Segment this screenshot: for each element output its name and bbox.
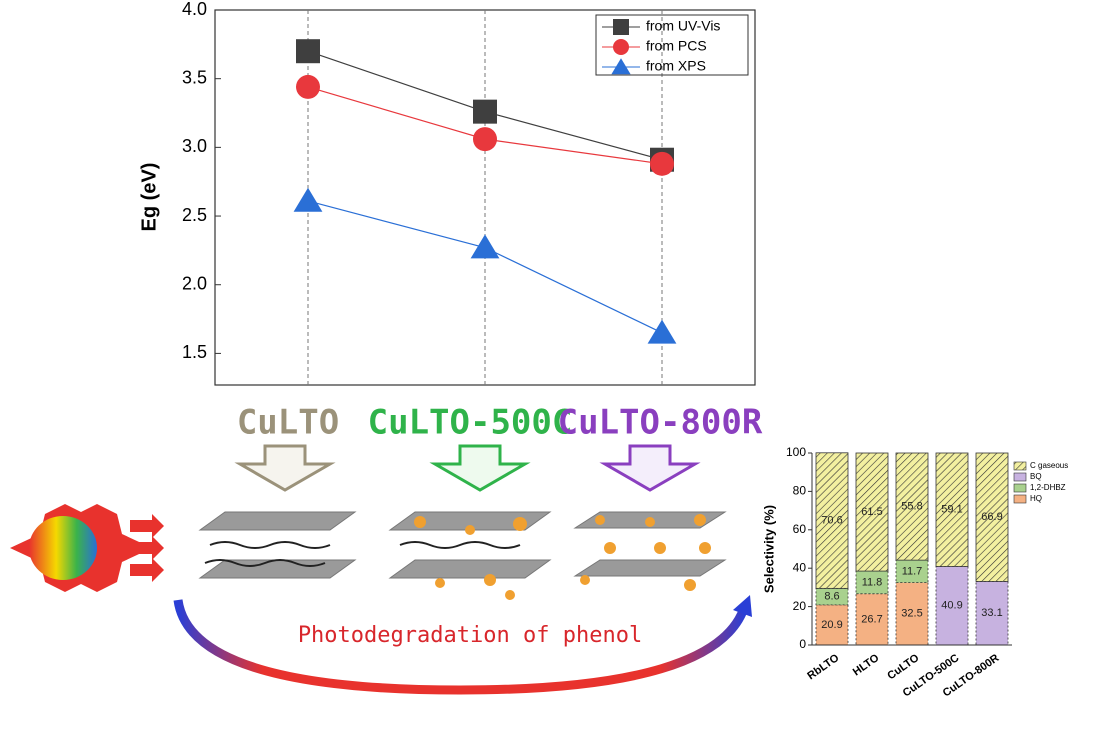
bar-segment <box>935 452 969 567</box>
value-label: 61.5 <box>861 506 882 518</box>
marker <box>613 19 629 35</box>
legend-label: from UV-Vis <box>646 18 720 34</box>
marker <box>296 74 320 99</box>
value-label: 55.8 <box>901 500 922 512</box>
marker <box>470 234 500 259</box>
legend-label: HQ <box>1030 494 1042 503</box>
arrow-head <box>733 595 752 617</box>
marker <box>473 99 497 124</box>
sun <box>29 516 97 580</box>
legend-label: C gaseous <box>1030 461 1068 470</box>
marker <box>647 319 677 344</box>
y-tick-label: 80 <box>793 484 807 498</box>
arrow <box>429 444 531 492</box>
bar-segment <box>895 582 929 646</box>
value-label: 66.9 <box>981 511 1002 523</box>
value-label: 59.1 <box>941 504 962 516</box>
particles <box>414 514 711 600</box>
marker <box>293 187 323 212</box>
value-label: 8.6 <box>824 591 839 603</box>
y-tick-label: 3.5 <box>182 67 207 87</box>
light-arrows <box>130 514 164 582</box>
y-tick-label: 2.5 <box>182 205 207 225</box>
value-label: 32.5 <box>901 608 922 620</box>
layers <box>198 511 727 579</box>
arrow <box>234 444 336 492</box>
value-label: 40.9 <box>941 600 962 612</box>
y-tick-label: 60 <box>793 522 807 536</box>
value-label: 33.1 <box>981 607 1002 619</box>
legend-swatch <box>1013 472 1027 482</box>
chains <box>204 541 521 567</box>
y-tick-label: 3.0 <box>182 136 207 156</box>
y-tick-label: 1.5 <box>182 342 207 362</box>
bar-segment <box>895 452 929 561</box>
legend-swatch <box>1013 461 1027 471</box>
material-label: CuLTO-800R <box>558 403 763 443</box>
bar-segment <box>855 593 889 646</box>
marker <box>611 58 631 75</box>
y-axis-label: Eg (eV) <box>138 163 160 232</box>
arrow <box>599 444 701 492</box>
legend-label: BQ <box>1030 472 1042 481</box>
material-label: CuLTO <box>237 403 339 443</box>
y-tick-label: 20 <box>793 599 807 613</box>
cycle-arrow <box>173 599 750 695</box>
caption: Photodegradation of phenol <box>298 623 642 648</box>
y-axis-label: Selectivity (%) <box>761 505 776 593</box>
value-label: 20.9 <box>821 619 842 631</box>
legend-swatch <box>1013 494 1027 504</box>
bar-segment <box>975 452 1009 582</box>
legend-box <box>595 14 749 76</box>
bar-segment <box>815 604 849 646</box>
value-label: 11.8 <box>862 576 883 588</box>
value-label: 11.7 <box>902 565 923 577</box>
marker <box>473 127 497 152</box>
x-tick-label: RbLTO <box>805 652 841 683</box>
diagram: CuLTO CuLTO-500C CuLTO-800R Photodegrada… <box>10 403 763 695</box>
y-tick-label: 40 <box>793 560 807 574</box>
value-label: 26.7 <box>861 613 882 625</box>
bar-segment <box>855 452 889 572</box>
y-tick-label: 4.0 <box>182 0 207 19</box>
value-label: 70.6 <box>821 514 842 526</box>
x-tick-label: HLTO <box>851 652 882 679</box>
bar-segment <box>815 452 849 589</box>
legend-swatch <box>1013 483 1027 493</box>
legend-label: from PCS <box>646 38 707 54</box>
bar-segment <box>935 566 969 646</box>
marker <box>296 39 320 64</box>
material-label: CuLTO-500C <box>368 403 573 443</box>
legend-label: from XPS <box>646 58 706 74</box>
y-tick-label: 2.0 <box>182 273 207 293</box>
y-tick-label: 0 <box>799 637 806 651</box>
y-tick-label: 100 <box>786 445 806 459</box>
legend-label: 1,2-DHBZ <box>1030 483 1066 492</box>
marker <box>613 39 629 55</box>
marker <box>650 151 674 176</box>
